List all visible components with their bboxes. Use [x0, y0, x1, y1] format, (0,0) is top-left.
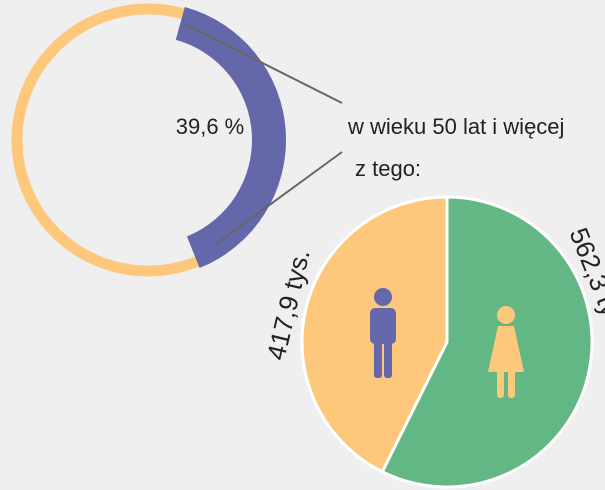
- value-label: 39,6 %: [176, 114, 245, 139]
- connector-line: [215, 151, 343, 245]
- subtitle: z tego:: [355, 156, 421, 181]
- female-icon: [488, 306, 524, 398]
- male-icon: [370, 288, 396, 378]
- pie-group: 562,3 tys.417,9 tys.: [261, 195, 605, 489]
- pie-slice: [380, 195, 594, 489]
- annotation: w wieku 50 lat i więcej: [347, 114, 564, 139]
- donut-segment: [175, 6, 286, 268]
- connector-line: [184, 23, 343, 104]
